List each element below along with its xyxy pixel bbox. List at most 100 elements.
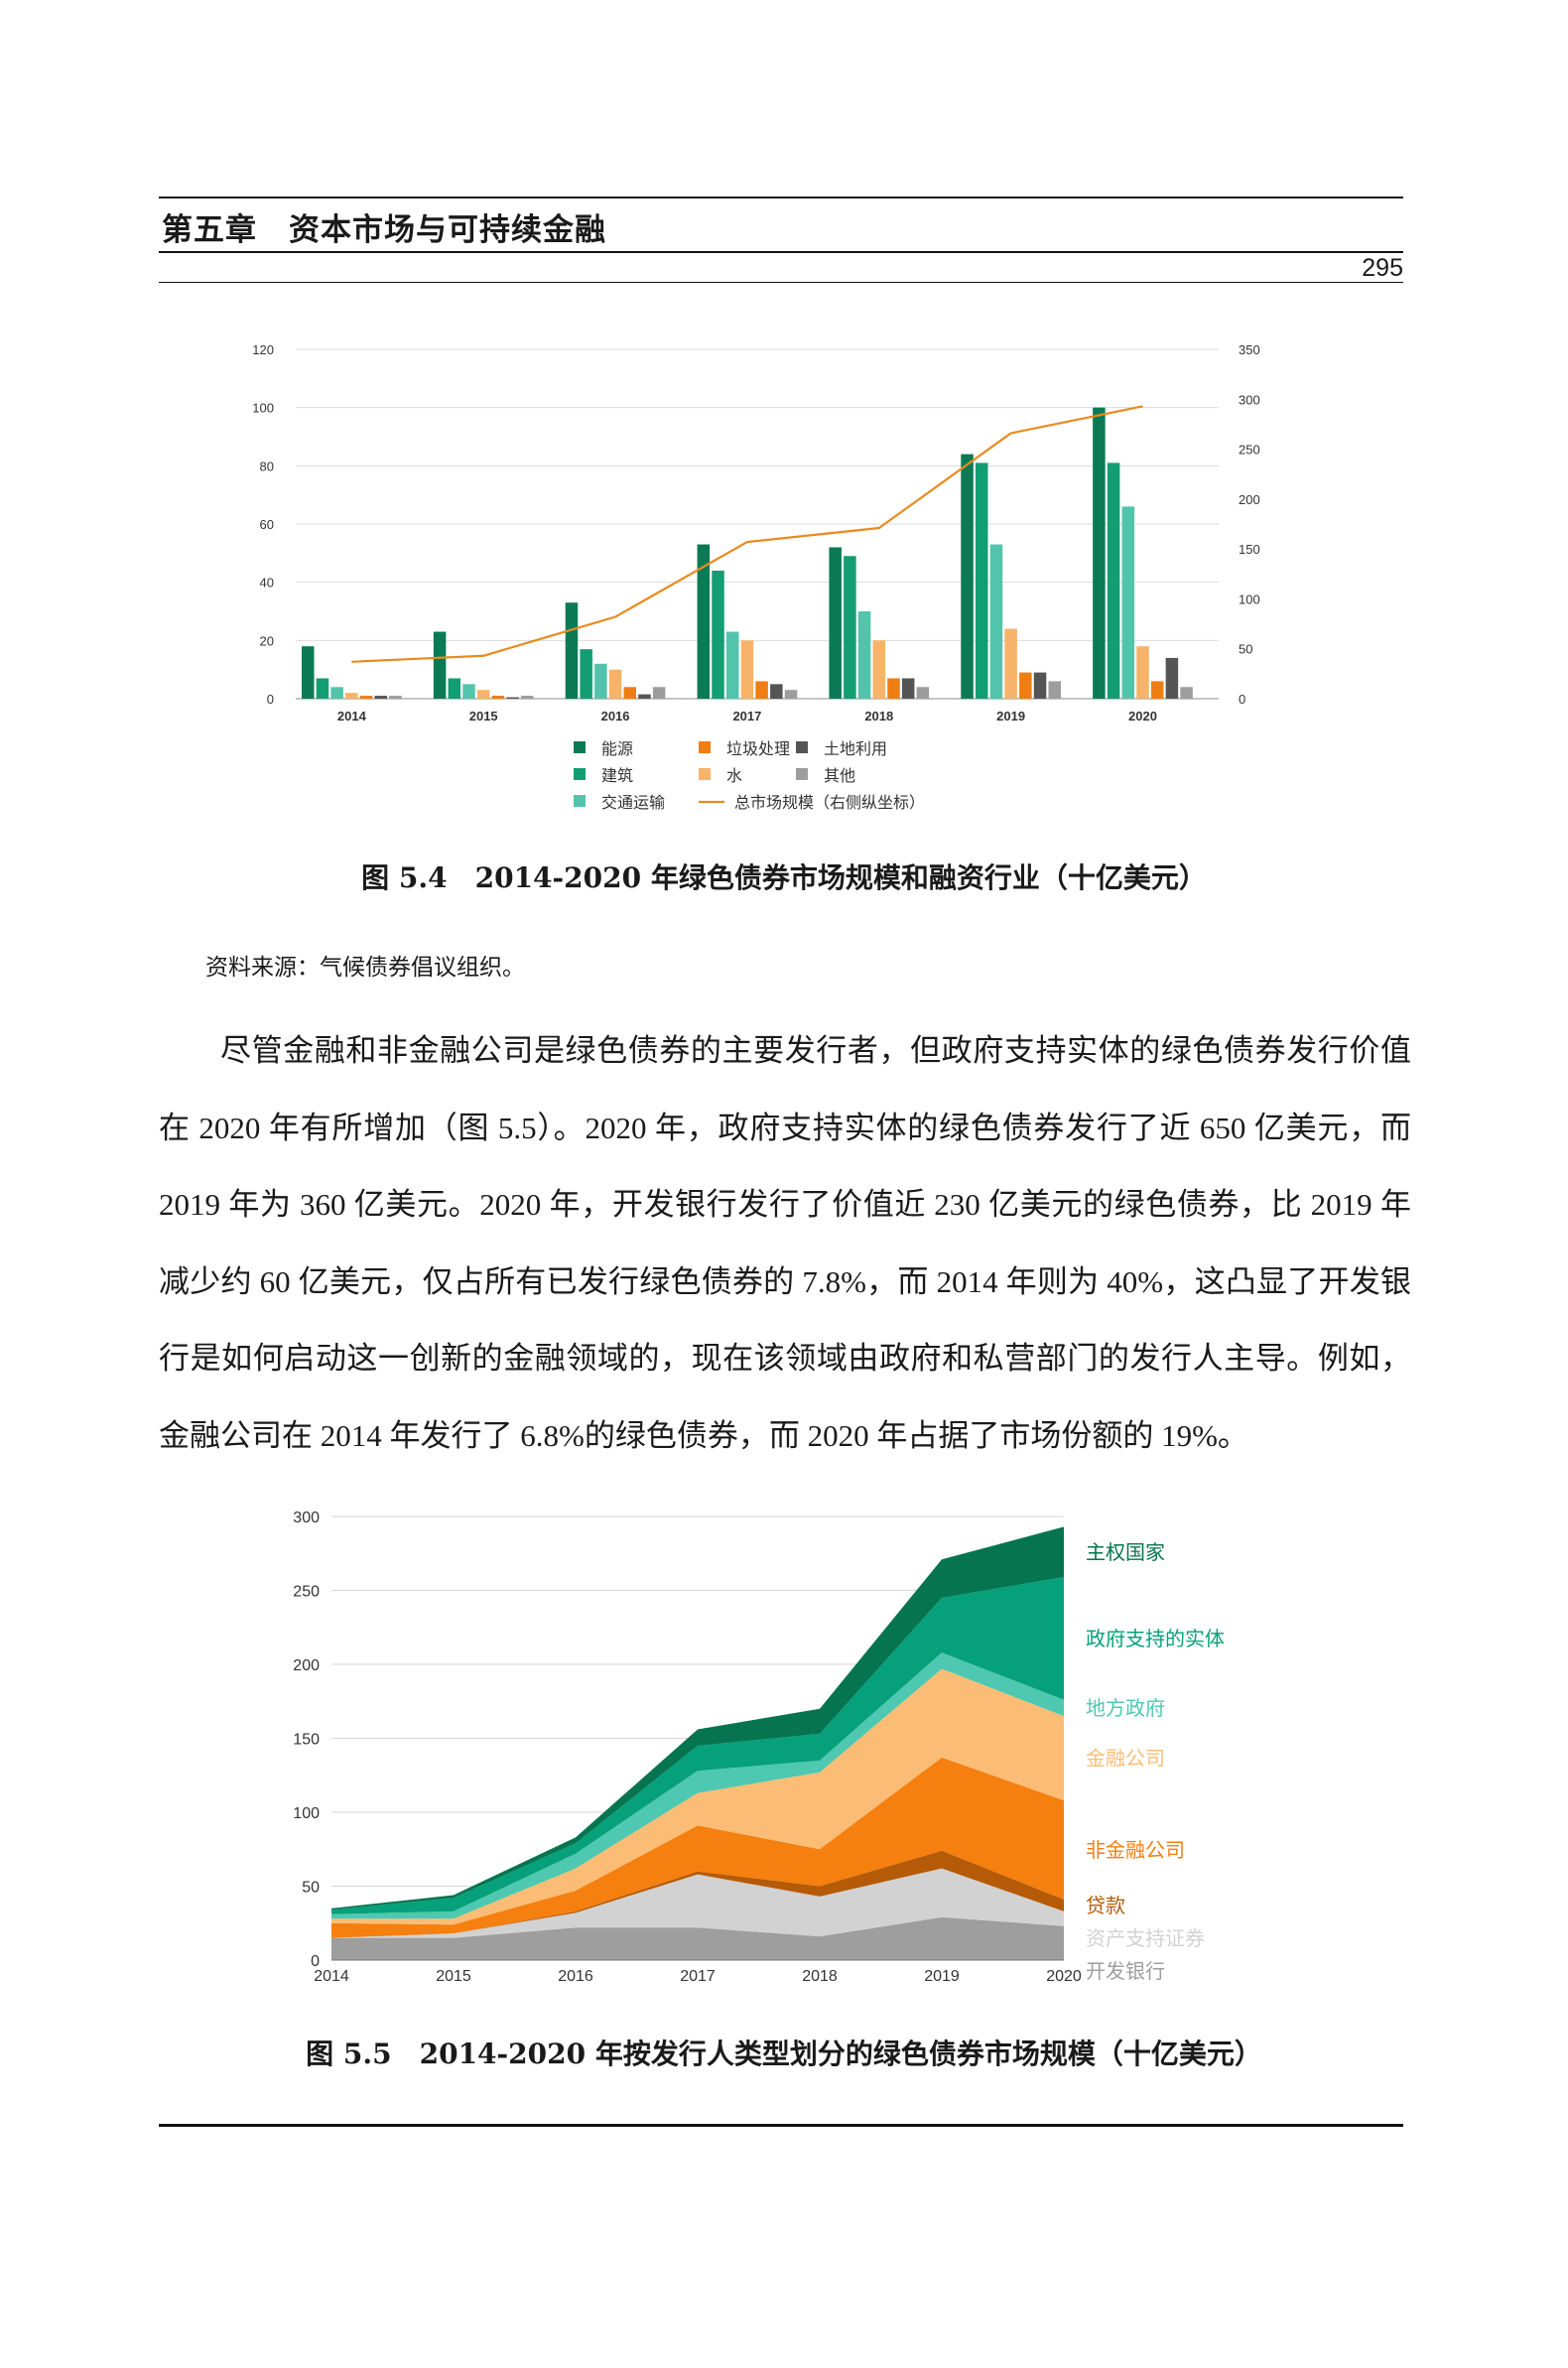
legend-swatch [796,741,808,753]
bar [784,690,798,699]
x-tick-label: 2020 [1128,709,1157,724]
bar [638,694,651,699]
legend-label: 建筑 [601,766,633,785]
bar [623,687,637,699]
x-tick-label: 2020 [1046,1968,1082,1985]
x-tick-label: 2015 [469,709,498,724]
bar [989,544,1003,699]
bar [476,690,490,699]
bar [887,678,900,699]
y-left-tick-label: 0 [267,692,274,707]
series-label: 资产支持证券 [1086,1926,1205,1950]
bar [770,684,783,699]
area-band [331,1652,1064,1919]
y-right-tick-label: 0 [1239,692,1245,707]
x-tick-label: 2014 [314,1968,349,1985]
bar [448,678,461,699]
legend-label: 垃圾处理 [726,739,790,758]
bar [359,696,373,699]
total-market-line [351,405,1143,663]
figure-5-4-source: 资料来源：气候债券倡议组织。 [205,955,525,981]
y-left-tick-label: 60 [260,517,274,532]
bar [725,631,739,699]
bar [829,547,842,699]
area-band [331,1850,1064,1938]
legend-swatch [699,741,711,753]
header-rule [159,251,1403,253]
figure-5-4-caption: 图 5.4 2014-2020 年绿色债券市场规模和融资行业（十亿美元） [361,861,1207,894]
x-tick-label: 2017 [680,1968,716,1985]
bar [712,570,724,699]
legend-swatch [699,768,711,780]
bar [872,640,886,699]
y-right-tick-label: 200 [1239,492,1260,507]
area-band [331,1916,1064,1960]
figure-5-4-chart: 0 20 40 60 80 100 120 0 50 100 150 200 250 300 350 2014… [252,342,1260,812]
y-right-tick-label: 250 [1239,443,1260,458]
series-label: 贷款 [1086,1894,1125,1917]
legend-label: 交通运输 [601,793,665,812]
bar [697,544,711,699]
x-tick-label: 2018 [864,709,893,724]
bar [1019,672,1032,699]
y-right-tick-label: 350 [1239,342,1260,357]
legend-swatch [574,768,586,780]
legend-label: 总市场规模（右侧纵坐标） [734,793,925,812]
bar [302,646,315,699]
bar [1180,687,1193,699]
bar [1150,681,1164,699]
series-label: 金融公司 [1086,1747,1165,1771]
legend-swatch [796,768,808,780]
bar [901,678,915,699]
y-tick-label: 0 [311,1953,320,1970]
x-tick-label: 2019 [996,709,1025,724]
body-paragraph: 尽管金融和非金融公司是绿色债券的主要发行者，但政府支持实体的绿色债券发行价值在 … [159,1012,1411,1474]
y-left-tick-label: 40 [260,576,274,591]
area-band [331,1526,1064,1910]
x-tick-label: 2014 [337,709,367,724]
bar [316,678,329,699]
bar [491,696,505,699]
y-left-tick-label: 80 [260,459,274,473]
y-right-tick-label: 100 [1239,592,1260,606]
bar [916,687,930,699]
area-band [331,1757,1064,1938]
bar [1136,646,1149,699]
top-rule [159,197,1403,198]
bar [506,697,519,699]
y-tick-label: 150 [293,1732,320,1749]
x-tick-label: 2015 [436,1968,471,1985]
bar [652,687,666,699]
y-left-tick-label: 100 [252,401,274,416]
y-tick-label: 100 [293,1805,320,1822]
area-band [331,1668,1064,1925]
y-tick-label: 250 [293,1584,320,1601]
x-tick-label: 2016 [558,1968,593,1985]
x-tick-label: 2016 [601,709,630,724]
y-right-tick-label: 50 [1239,642,1252,657]
bottom-rule [159,2124,1403,2127]
y-left-tick-label: 120 [252,342,274,357]
bar [1033,672,1047,699]
bar [755,681,768,699]
bar [740,640,754,699]
bar [330,687,343,699]
bar [580,649,592,699]
bar [594,663,607,699]
area-band [331,1868,1064,1938]
legend-label: 土地利用 [824,739,887,758]
chapter-title: 第五章 资本市场与可持续金融 [162,212,606,248]
y-tick-label: 50 [302,1880,320,1897]
bar [433,631,447,699]
bar [565,602,579,699]
bar [374,696,387,699]
series-label: 主权国家 [1086,1540,1165,1564]
bar [844,556,856,699]
series-label: 政府支持的实体 [1086,1627,1225,1650]
series-label: 开发银行 [1086,1959,1165,1983]
legend-swatch [574,741,586,753]
y-tick-label: 300 [293,1510,320,1526]
bar [345,693,358,699]
figure-5-5-caption: 图 5.5 2014-2020 年按发行人类型划分的绿色债券市场规模（十亿美元） [306,2038,1262,2070]
figure-5-5-chart: 0 50 100 150 200 250 300 2014 2015 2016 2017 2018 20… [293,1510,1225,1985]
